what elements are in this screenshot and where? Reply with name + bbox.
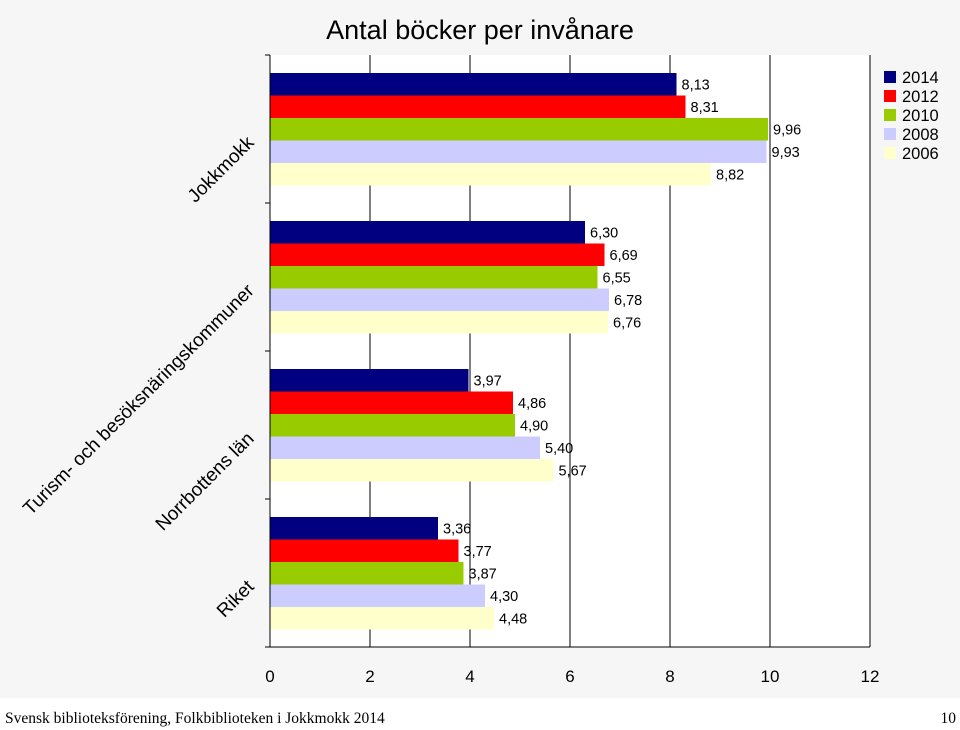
bars: [270, 73, 768, 630]
value-label: 6,76: [613, 315, 641, 331]
value-labels: 8,13 8,31 9,96 9,93 8,82 6,30 6,69 6,55 6,78 6,76…: [443, 77, 801, 627]
chart-panel: 8,13 8,31 9,96 9,93 8,82 6,30 6,69 6,55 6,78 6,76…: [19, 15, 939, 686]
legend-label: 2006: [902, 145, 939, 163]
bar: [270, 73, 677, 96]
value-label: 6,69: [610, 248, 638, 264]
bar: [270, 243, 605, 266]
value-label: 4,86: [518, 396, 546, 412]
value-label: 6,78: [614, 293, 642, 309]
value-label: 4,30: [490, 589, 518, 605]
x-tick-label: 6: [565, 667, 574, 686]
legend-label: 2010: [902, 107, 939, 125]
value-label: 9,93: [772, 145, 800, 161]
bar: [270, 584, 485, 607]
x-tick-label: 0: [265, 667, 274, 686]
value-label: 4,48: [499, 611, 527, 627]
legend-swatch: [884, 109, 896, 121]
bar: [270, 607, 494, 630]
x-tick-label: 2: [365, 667, 374, 686]
value-label: 6,30: [590, 225, 618, 241]
value-label: 3,36: [443, 521, 471, 537]
x-tick-labels: 0 2 4 6 8 10 12: [265, 667, 879, 686]
bar: [270, 562, 464, 585]
x-tick-label: 4: [465, 667, 474, 686]
chart-title: Antal böcker per invånare: [326, 15, 634, 45]
legend-swatch: [884, 147, 896, 159]
bar: [270, 288, 609, 311]
bar: [270, 140, 767, 163]
x-tick-label: 10: [761, 667, 780, 686]
value-label: 3,77: [464, 544, 492, 560]
value-label: 4,90: [520, 418, 548, 434]
bar: [270, 369, 469, 392]
bar: [270, 414, 515, 437]
bar: [270, 118, 768, 141]
bar: [270, 95, 686, 118]
bar: [270, 221, 585, 244]
bar-chart: 8,13 8,31 9,96 9,93 8,82 6,30 6,69 6,55 6,78 6,76…: [19, 15, 939, 686]
value-label: 3,97: [474, 373, 502, 389]
bar: [270, 436, 540, 459]
category-labels: Jokkmokk Turism- och besöksnäringskommune…: [19, 132, 259, 622]
value-label: 6,55: [603, 270, 631, 286]
value-label: 8,82: [716, 167, 744, 183]
legend-swatch: [884, 128, 896, 140]
legend-swatch: [884, 90, 896, 102]
legend-label: 2012: [902, 88, 939, 106]
category-label: Riket: [213, 576, 259, 622]
bar: [270, 163, 711, 186]
bar: [270, 517, 438, 540]
value-label: 5,40: [545, 441, 573, 457]
value-label: 3,87: [469, 566, 497, 582]
category-label: Norrbottens län: [152, 428, 259, 535]
x-tick-label: 8: [665, 667, 674, 686]
page-number: 10: [940, 710, 957, 727]
legend-label: 2008: [902, 126, 939, 144]
bar: [270, 311, 608, 334]
value-label: 9,96: [773, 122, 801, 138]
value-label: 8,13: [682, 77, 710, 93]
bar: [270, 266, 598, 289]
category-label: Turism- och besöksnäringskommuner: [19, 280, 259, 520]
footer-source: Svensk biblioteksförening, Folkbibliotek…: [5, 710, 385, 727]
bar: [270, 391, 513, 414]
value-label: 5,67: [559, 463, 587, 479]
legend-swatch: [884, 71, 896, 83]
axes: [265, 54, 870, 648]
bar: [270, 539, 459, 562]
x-tick-label: 12: [861, 667, 880, 686]
legend-label: 2014: [902, 69, 939, 87]
bar: [270, 459, 554, 482]
value-label: 8,31: [691, 100, 719, 116]
category-label: Jokkmokk: [184, 132, 259, 207]
